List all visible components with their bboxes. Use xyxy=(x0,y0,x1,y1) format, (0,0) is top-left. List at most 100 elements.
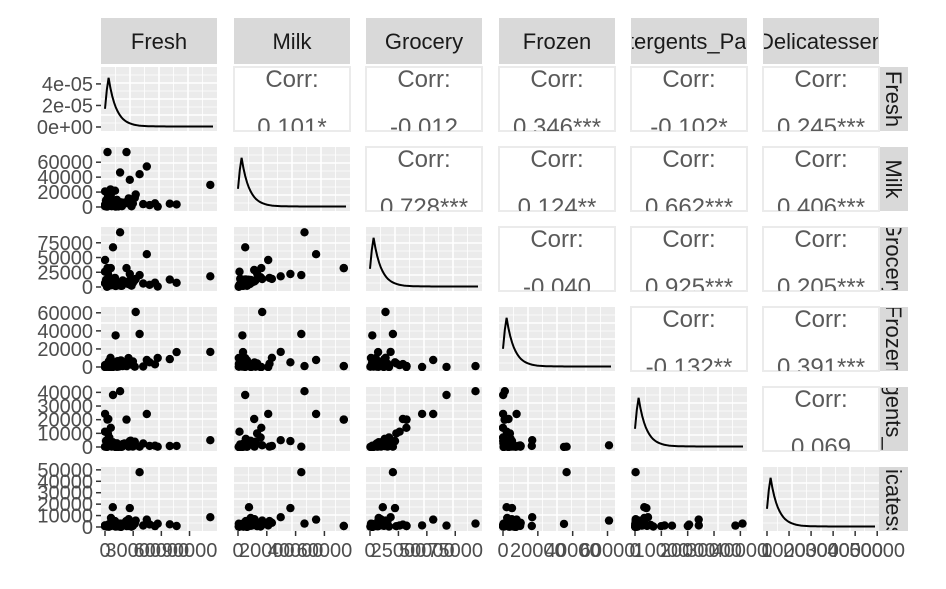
scatter-point xyxy=(139,199,148,209)
panel-grid xyxy=(234,307,350,371)
scatter-point xyxy=(504,414,513,424)
corr-label: Corr: xyxy=(397,146,450,173)
corr-text-group: Corr: -0.102* xyxy=(650,67,727,141)
x-tick-label: 60000 xyxy=(297,540,353,562)
panel-grid xyxy=(763,467,879,531)
facet-strip-right xyxy=(878,227,908,291)
scatter-point xyxy=(131,307,140,317)
y-tick-label: 10000 xyxy=(37,506,93,528)
x-tick-label: 10000 xyxy=(761,540,817,562)
scatter-point xyxy=(250,265,259,275)
scatter-point xyxy=(172,521,181,531)
corr-text-group: Corr: 0.728*** xyxy=(380,146,468,211)
scatter-point xyxy=(108,390,118,400)
y-tick-label: 20000 xyxy=(37,410,93,432)
y-tick-label: 20000 xyxy=(37,339,93,361)
scatter-point xyxy=(504,522,513,531)
scatter-point xyxy=(300,361,309,371)
scatter-point xyxy=(264,255,273,265)
scatter-point xyxy=(104,414,113,424)
scatter-point xyxy=(106,423,116,432)
scatter-point xyxy=(244,276,254,285)
scatter-point xyxy=(124,353,133,363)
scatter-point xyxy=(172,200,181,209)
y-tick-label: 10000 xyxy=(37,423,93,445)
scatter-point xyxy=(311,250,321,259)
corr-label: Corr: xyxy=(397,66,450,93)
facet-strip-top xyxy=(499,18,615,64)
facet-label-right: Delicatessen xyxy=(881,436,906,562)
x-tick-label: 50000 xyxy=(399,540,455,562)
y-tick-label: 0 xyxy=(82,357,93,379)
facet-label-right: Frozen xyxy=(881,305,906,373)
scatter-point xyxy=(102,522,112,531)
x-tick-label: 60000 xyxy=(134,540,190,562)
scatter-point xyxy=(417,362,427,371)
corr-panel xyxy=(762,66,880,132)
scatter-point xyxy=(442,362,451,371)
scatter-point xyxy=(111,442,120,451)
y-tick-label: 0 xyxy=(82,197,93,219)
scatter-point xyxy=(286,269,295,279)
panel-marks xyxy=(499,387,614,451)
scatter-point xyxy=(502,503,511,512)
scatter-point xyxy=(165,520,174,529)
scatter-point xyxy=(276,272,285,281)
x-tick-label: 20000 xyxy=(510,540,566,562)
scatter-point xyxy=(235,267,244,276)
scatter-point xyxy=(139,279,148,288)
scatter-point xyxy=(388,468,398,477)
scatter-point xyxy=(106,190,116,200)
facet-strip-right xyxy=(878,147,908,211)
scatter-point xyxy=(102,442,112,451)
corr-panel xyxy=(498,66,616,132)
scatter-point xyxy=(234,522,244,531)
scatter-point xyxy=(386,347,395,357)
scatter-point xyxy=(731,521,740,530)
corr-panel xyxy=(762,386,880,452)
facet-strip-top xyxy=(366,18,482,64)
scatter-point xyxy=(604,516,614,525)
scatter-point xyxy=(642,521,652,530)
y-tick-label: 40000 xyxy=(37,471,93,493)
scatter-point xyxy=(504,442,513,451)
scatter-point xyxy=(297,329,306,339)
scatter-point xyxy=(631,522,640,531)
x-tick-label: 20000 xyxy=(239,540,295,562)
corr-value: -0.132** xyxy=(646,354,733,381)
corr-panel xyxy=(498,146,616,212)
density-curve xyxy=(766,477,875,528)
scatter-point xyxy=(286,436,295,446)
scatter-point xyxy=(402,362,411,371)
corr-text-group: Corr: -0.040 xyxy=(523,227,591,301)
scatter-point xyxy=(111,359,120,369)
scatter-point xyxy=(235,427,244,436)
panel-marks xyxy=(101,228,215,291)
scatter-point xyxy=(102,202,112,211)
corr-text-group: Corr: -0.132** xyxy=(646,307,733,381)
facet-label-top: Milk xyxy=(272,29,312,54)
corr-value: -0.012 xyxy=(390,114,458,141)
y-tick-label: 30000 xyxy=(37,396,93,418)
x-tick-label: 0 xyxy=(364,540,375,562)
scatter-point xyxy=(257,362,266,371)
scatter-point xyxy=(257,521,266,530)
scatter-point xyxy=(244,438,254,447)
scatter-point xyxy=(643,513,653,522)
corr-panel xyxy=(630,306,748,372)
scatter-point xyxy=(694,521,703,530)
y-tick-label: 0 xyxy=(82,277,93,299)
facet-strip-top-label-group: Detergents_Paper xyxy=(632,29,746,54)
facet-strip-right xyxy=(878,67,908,131)
corr-value: -0.040 xyxy=(523,274,591,301)
y-tick-label: 2e-05 xyxy=(42,95,93,117)
scatter-point xyxy=(499,390,508,400)
panel-marks xyxy=(101,387,215,451)
scatter-point xyxy=(256,433,265,442)
scatter-point xyxy=(102,282,112,291)
facet-label-top: Delicatessen xyxy=(758,29,884,54)
corr-value: -0.102* xyxy=(650,114,727,141)
scatter-point xyxy=(241,390,250,400)
scatter-point xyxy=(258,274,267,284)
corr-text-group: Corr: 0.205*** xyxy=(777,227,865,291)
